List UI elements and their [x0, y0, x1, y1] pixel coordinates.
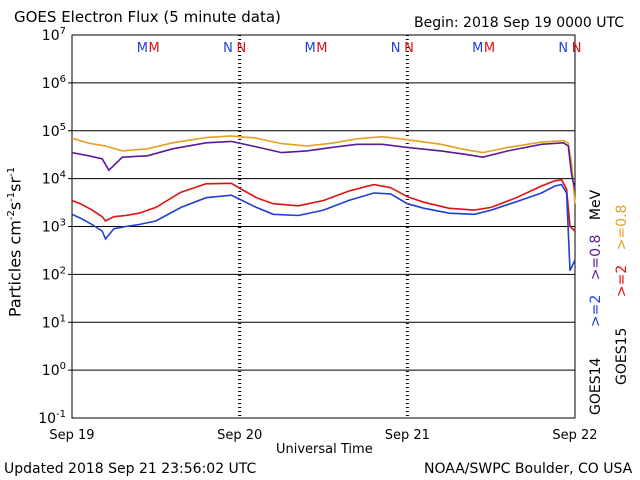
y-tick-label: 102 — [42, 265, 66, 283]
y-tick-label: 106 — [42, 74, 66, 92]
event-marker: N — [572, 41, 582, 56]
event-marker: M — [137, 41, 148, 56]
x-tick-label: Sep 21 — [385, 428, 430, 443]
y-tick-label: 100 — [42, 361, 66, 379]
y-tick-label: 101 — [42, 313, 66, 331]
legend-unit: MeV — [588, 189, 604, 221]
chart-title: GOES Electron Flux (5 minute data) — [14, 8, 281, 26]
legend-goes15: GOES15 >=2 >=0.8 — [614, 145, 630, 385]
y-tick-labels: 107 106 105 104 103 102 101 100 10-1 — [38, 26, 72, 427]
begin-label: Begin: 2018 Sep 19 0000 UTC — [414, 15, 625, 31]
event-marker: N — [223, 41, 233, 56]
flux-series — [71, 135, 576, 271]
series-line — [71, 135, 576, 204]
series-line — [71, 183, 576, 271]
x-tick-label: Sep 20 — [217, 428, 262, 443]
legend-goes14-2mev: >=2 — [588, 294, 604, 328]
x-tick-labels: Sep 19 Sep 20 Sep 21 Sep 22 — [49, 428, 597, 443]
event-marker: M — [484, 41, 495, 56]
y-tick-label: 105 — [42, 122, 66, 140]
y-axis-label: Particles cm-2s-1sr-1 — [5, 166, 25, 318]
y-tick-label: 107 — [42, 26, 66, 44]
event-marker: M — [316, 41, 327, 56]
series-line — [71, 178, 576, 232]
event-marker: N — [391, 41, 401, 56]
event-marker: N — [404, 41, 414, 56]
event-marker: M — [472, 41, 483, 56]
event-marker: N — [558, 41, 568, 56]
legend-goes15-2mev: >=2 — [614, 264, 630, 298]
y-tick-label: 104 — [42, 170, 66, 188]
updated-label: Updated 2018 Sep 21 23:56:02 UTC — [4, 461, 257, 477]
event-marker: N — [236, 41, 246, 56]
legend-goes14-08mev: >=0.8 — [588, 234, 604, 281]
series-line — [71, 140, 576, 190]
x-axis-label: Universal Time — [276, 442, 373, 457]
x-tick-label: Sep 22 — [552, 428, 597, 443]
legend-goes14-sat: GOES14 — [588, 357, 604, 415]
event-marker: M — [304, 41, 315, 56]
event-marker: M — [149, 41, 160, 56]
legend-goes14: GOES14 >=2 >=0.8 MeV — [588, 145, 604, 415]
legend-goes15-sat: GOES15 — [614, 327, 630, 385]
credit-label: NOAA/SWPC Boulder, CO USA — [424, 461, 633, 477]
y-tick-label: 10-1 — [38, 409, 66, 427]
x-tick-label: Sep 19 — [49, 428, 94, 443]
legend-goes15-08mev: >=0.8 — [614, 204, 630, 251]
y-tick-label: 103 — [42, 218, 66, 236]
